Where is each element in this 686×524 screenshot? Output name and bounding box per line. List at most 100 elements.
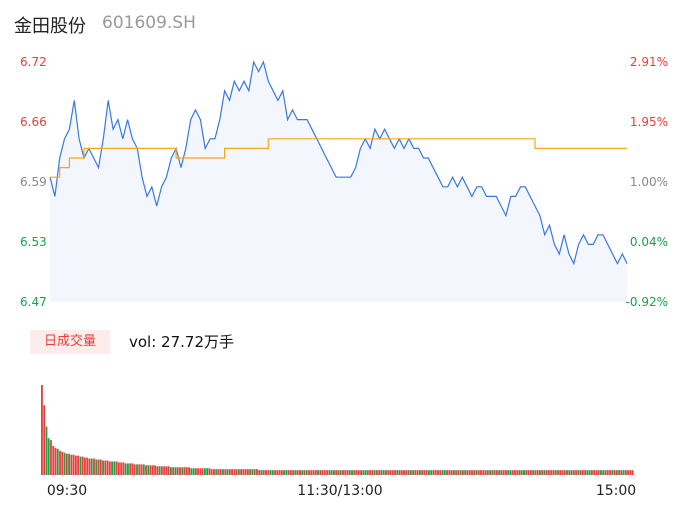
volume-bar <box>226 469 229 475</box>
volume-bar <box>362 470 365 475</box>
volume-bar <box>484 470 487 475</box>
volume-bar <box>179 467 181 475</box>
volume-bar <box>536 470 539 475</box>
volume-bar <box>486 470 489 475</box>
volume-bar <box>90 458 93 475</box>
volume-bar <box>457 470 460 475</box>
volume-bar <box>54 447 57 475</box>
volume-bar <box>622 470 625 475</box>
volume-bar <box>102 460 104 475</box>
volume-bar <box>414 470 417 475</box>
volume-bar <box>450 470 453 475</box>
volume-bar <box>511 470 514 475</box>
volume-bar <box>563 470 566 475</box>
volume-bar <box>600 470 602 475</box>
volume-bar <box>446 470 448 475</box>
y-tick-right: 1.00% <box>630 175 668 189</box>
volume-bar <box>509 470 512 475</box>
volume-bar <box>541 470 544 475</box>
volume-bar <box>276 470 279 475</box>
volume-tag[interactable]: 日成交量 <box>30 330 110 354</box>
volume-bar <box>339 470 342 475</box>
volume-bar <box>235 469 238 475</box>
volume-bar <box>432 470 435 475</box>
volume-bar <box>369 470 372 475</box>
volume-bar <box>201 468 204 475</box>
volume-bar <box>120 462 123 475</box>
volume-bar <box>434 470 437 475</box>
volume-bar <box>133 464 136 475</box>
volume-bar <box>591 470 593 475</box>
y-tick-right: 1.95% <box>630 115 668 129</box>
volume-bar <box>127 463 129 475</box>
volume-bar <box>629 470 632 475</box>
volume-bar <box>111 461 114 475</box>
volume-bar <box>493 470 496 475</box>
volume-bar <box>348 470 351 475</box>
volume-bar <box>418 470 421 475</box>
y-tick-right: -0.92% <box>626 295 668 309</box>
volume-bar <box>299 470 301 475</box>
volume-bar <box>278 470 281 475</box>
volume-bar <box>421 470 424 475</box>
volume-bar <box>224 469 227 475</box>
volume-bar <box>222 469 224 475</box>
volume-bar <box>233 469 236 475</box>
volume-bar <box>618 470 621 475</box>
y-tick-left: 6.66 <box>20 115 47 129</box>
volume-bar <box>559 470 562 475</box>
volume-bar <box>251 469 254 475</box>
volume-bar <box>84 457 86 475</box>
volume-bar <box>45 426 48 475</box>
volume-bar <box>124 463 127 475</box>
y-tick-left: 6.59 <box>20 175 47 189</box>
volume-bar <box>495 470 498 475</box>
stock-code: 601609.SH <box>102 13 196 33</box>
volume-bar <box>378 470 381 475</box>
volume-bar <box>407 470 410 475</box>
y-tick-left: 6.47 <box>20 295 47 309</box>
volume-bar <box>145 465 147 475</box>
volume-bar <box>185 467 188 475</box>
volume-bar <box>337 470 340 475</box>
volume-bar <box>305 470 308 475</box>
volume-bar <box>498 470 501 475</box>
price-area <box>50 62 628 302</box>
volume-bar <box>482 470 485 475</box>
volume-bar <box>242 469 245 475</box>
volume-bar <box>237 469 240 475</box>
volume-bar <box>158 466 161 475</box>
volume-bar <box>47 438 50 475</box>
volume-bar <box>310 470 313 475</box>
volume-bar <box>604 470 607 475</box>
volume-bar <box>142 464 145 475</box>
volume-bar <box>597 470 600 475</box>
volume-bar <box>154 465 157 475</box>
volume-bar <box>514 470 516 475</box>
volume-bar <box>360 470 362 475</box>
volume-bar <box>321 470 324 475</box>
volume-bar <box>79 456 82 475</box>
y-tick-left: 6.72 <box>20 55 47 69</box>
volume-bar <box>160 466 163 475</box>
volume-bar <box>219 469 222 475</box>
volume-bar <box>183 467 186 475</box>
volume-bar <box>267 470 270 475</box>
volume-bar <box>292 470 295 475</box>
volume-bar <box>566 470 568 475</box>
volume-bar <box>473 470 476 475</box>
volume-bar <box>113 461 116 475</box>
volume-bar <box>41 385 43 475</box>
volume-bar <box>552 470 555 475</box>
volume-bar <box>428 470 430 475</box>
volume-bar <box>115 461 118 475</box>
volume-bar <box>443 470 446 475</box>
volume-bar <box>330 470 333 475</box>
volume-bar <box>274 470 276 475</box>
volume-bar <box>568 470 571 475</box>
volume-bar <box>167 466 170 475</box>
volume-bar <box>344 470 347 475</box>
volume-bar <box>190 468 193 475</box>
volume-bar <box>81 456 84 475</box>
volume-bar <box>439 470 442 475</box>
